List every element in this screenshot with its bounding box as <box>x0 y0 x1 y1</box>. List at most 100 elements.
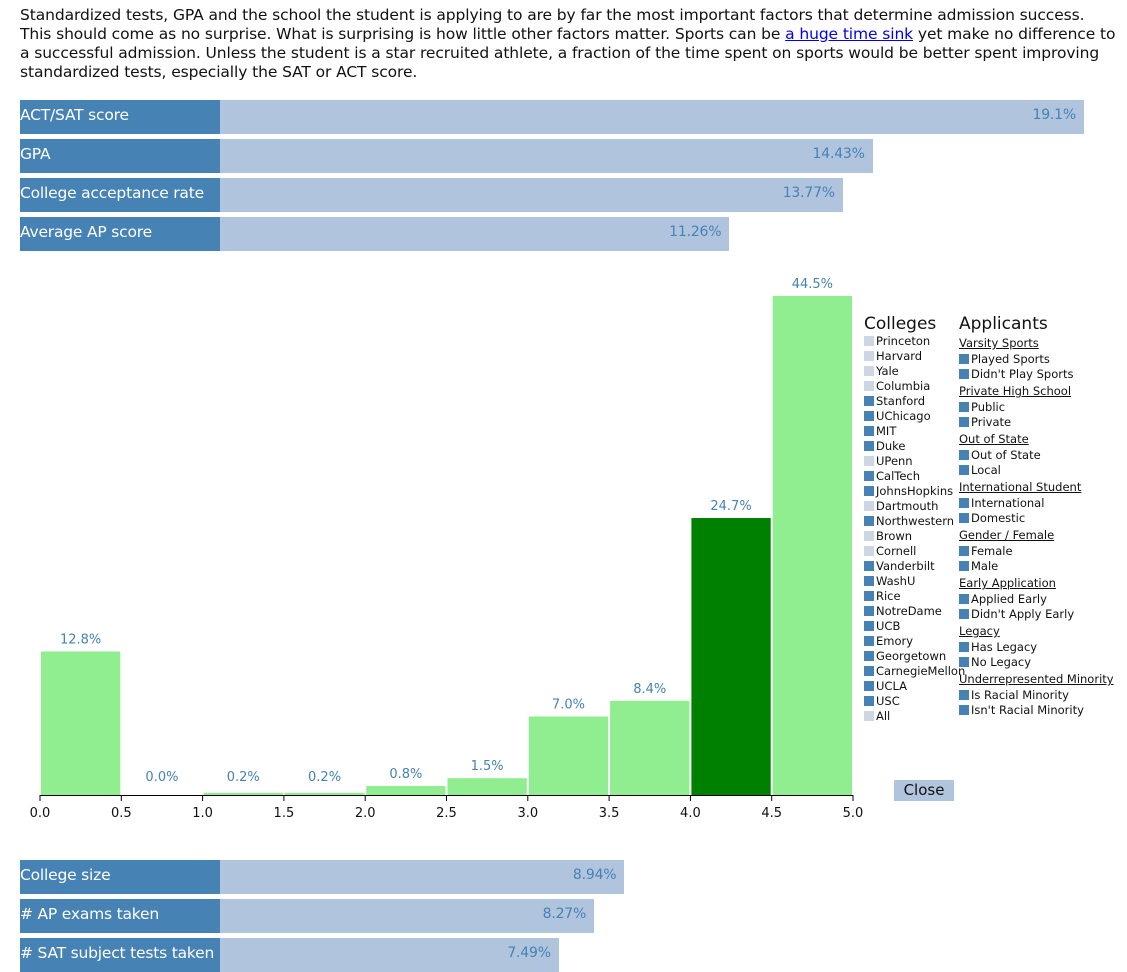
histogram-value-label: 0.2% <box>308 770 341 785</box>
colleges-legend-title: Colleges <box>864 314 937 334</box>
applicant-option: Applied Early <box>971 592 1047 606</box>
applicant-legend-item[interactable]: Local <box>959 463 1114 478</box>
college-legend-item[interactable]: CarnegieMellon <box>864 664 965 679</box>
applicant-legend-item[interactable]: Played Sports <box>959 352 1114 367</box>
factor-label: College acceptance rate <box>20 178 220 212</box>
college-legend-item[interactable]: Harvard <box>864 349 965 364</box>
college-legend-item[interactable]: Emory <box>864 634 965 649</box>
college-name: Emory <box>876 634 914 648</box>
applicant-option: Private <box>971 415 1012 429</box>
college-legend-item[interactable]: Stanford <box>864 394 965 409</box>
histogram-bar[interactable] <box>366 786 446 795</box>
legend-swatch <box>864 426 874 436</box>
factor-row[interactable]: College acceptance rate 13.77% <box>20 178 1120 212</box>
histogram-bar[interactable] <box>772 296 852 795</box>
applicant-legend-item[interactable]: Domestic <box>959 511 1114 526</box>
factor-row[interactable]: Average AP score 11.26% <box>20 217 1120 251</box>
applicant-group-title[interactable]: Varsity Sports <box>959 336 1039 350</box>
legend-swatch <box>864 591 874 601</box>
applicant-legend-item[interactable]: Isn't Racial Minority <box>959 703 1114 718</box>
applicant-legend-item[interactable]: No Legacy <box>959 655 1114 670</box>
legend-swatch <box>959 609 969 619</box>
college-legend-item[interactable]: Vanderbilt <box>864 559 965 574</box>
factor-row[interactable]: # SAT subject tests taken 7.49% <box>20 938 1120 972</box>
histogram-bar[interactable] <box>528 716 609 795</box>
histogram-bar[interactable] <box>41 651 121 795</box>
legend-swatch <box>864 696 874 706</box>
factor-label: College size <box>20 860 220 894</box>
college-legend-item[interactable]: All <box>864 709 965 724</box>
college-legend-item[interactable]: CalTech <box>864 469 965 484</box>
legend-swatch <box>864 531 874 541</box>
legend-swatch <box>864 471 874 481</box>
factor-row[interactable]: # AP exams taken 8.27% <box>20 899 1120 933</box>
college-name: UCLA <box>876 679 907 693</box>
college-legend-item[interactable]: Columbia <box>864 379 965 394</box>
applicant-group-title[interactable]: International Student <box>959 480 1082 494</box>
applicant-legend-item[interactable]: Has Legacy <box>959 640 1114 655</box>
legend-swatch <box>864 486 874 496</box>
college-legend-item[interactable]: NotreDame <box>864 604 965 619</box>
college-legend-item[interactable]: MIT <box>864 424 965 439</box>
factor-bar: 8.27% <box>220 899 595 933</box>
college-legend-item[interactable]: UPenn <box>864 454 965 469</box>
college-legend-item[interactable]: Georgetown <box>864 649 965 664</box>
applicant-legend-item[interactable]: Private <box>959 415 1114 430</box>
applicant-group-title[interactable]: Underrepresented Minority <box>959 672 1114 686</box>
x-axis-tick-label: 4.0 <box>680 806 701 821</box>
applicant-group-title[interactable]: Private High School <box>959 384 1072 398</box>
applicant-legend-item[interactable]: Female <box>959 544 1114 559</box>
applicant-group-title[interactable]: Gender / Female <box>959 528 1055 542</box>
applicant-option: Has Legacy <box>971 640 1038 654</box>
factor-row[interactable]: GPA 14.43% <box>20 139 1120 173</box>
college-legend-item[interactable]: Rice <box>864 589 965 604</box>
college-legend-item[interactable]: UChicago <box>864 409 965 424</box>
x-axis-tick-label: 3.5 <box>599 806 620 821</box>
college-legend-item[interactable]: Yale <box>864 364 965 379</box>
applicant-legend-item[interactable]: Public <box>959 400 1114 415</box>
time-sink-link[interactable]: a huge time sink <box>785 25 914 43</box>
college-legend-item[interactable]: UCB <box>864 619 965 634</box>
applicant-legend-item[interactable]: Didn't Play Sports <box>959 367 1114 382</box>
applicant-legend-item[interactable]: Didn't Apply Early <box>959 607 1114 622</box>
histogram-bar[interactable] <box>691 518 771 795</box>
x-axis-tick-label: 5.0 <box>843 806 864 821</box>
legend-swatch <box>864 351 874 361</box>
applicant-legend-item[interactable]: International <box>959 496 1114 511</box>
factor-row[interactable]: College size 8.94% <box>20 860 1120 894</box>
applicant-legend-item[interactable]: Male <box>959 559 1114 574</box>
applicant-legend-item[interactable]: Out of State <box>959 448 1114 463</box>
college-legend-item[interactable]: USC <box>864 694 965 709</box>
college-legend-item[interactable]: Princeton <box>864 334 965 349</box>
histogram-bar[interactable] <box>610 700 690 795</box>
histogram-value-label: 24.7% <box>710 499 751 514</box>
applicant-group-title[interactable]: Early Application <box>959 576 1056 590</box>
x-axis-tick-label: 3.0 <box>517 806 538 821</box>
applicant-option: No Legacy <box>971 655 1032 669</box>
college-name: Stanford <box>876 394 926 408</box>
college-legend-item[interactable]: Dartmouth <box>864 499 965 514</box>
college-name: Georgetown <box>876 649 947 663</box>
legend-swatch <box>959 657 969 667</box>
applicant-option: Didn't Play Sports <box>971 367 1074 381</box>
applicant-group-title[interactable]: Legacy <box>959 624 1000 638</box>
college-legend-item[interactable]: Cornell <box>864 544 965 559</box>
college-name: Northwestern <box>876 514 955 528</box>
applicant-legend-item[interactable]: Is Racial Minority <box>959 688 1114 703</box>
college-legend-item[interactable]: Brown <box>864 529 965 544</box>
factor-row[interactable]: ACT/SAT score 19.1% <box>20 100 1120 134</box>
applicant-legend-item[interactable]: Applied Early <box>959 592 1114 607</box>
legend-swatch <box>959 705 969 715</box>
applicant-group-title[interactable]: Out of State <box>959 432 1029 446</box>
histogram-bar[interactable] <box>203 792 283 795</box>
histogram-bar[interactable] <box>284 792 365 795</box>
college-legend-item[interactable]: WashU <box>864 574 965 589</box>
college-legend-item[interactable]: Northwestern <box>864 514 965 529</box>
college-legend-item[interactable]: UCLA <box>864 679 965 694</box>
close-button[interactable]: Close <box>894 780 954 801</box>
intro-text-after: yet make no difference to a successful a… <box>20 25 1116 81</box>
histogram-bar[interactable] <box>447 778 527 795</box>
college-legend-item[interactable]: Duke <box>864 439 965 454</box>
college-legend-item[interactable]: JohnsHopkins <box>864 484 965 499</box>
applicants-legend-title: Applicants <box>959 314 1048 334</box>
